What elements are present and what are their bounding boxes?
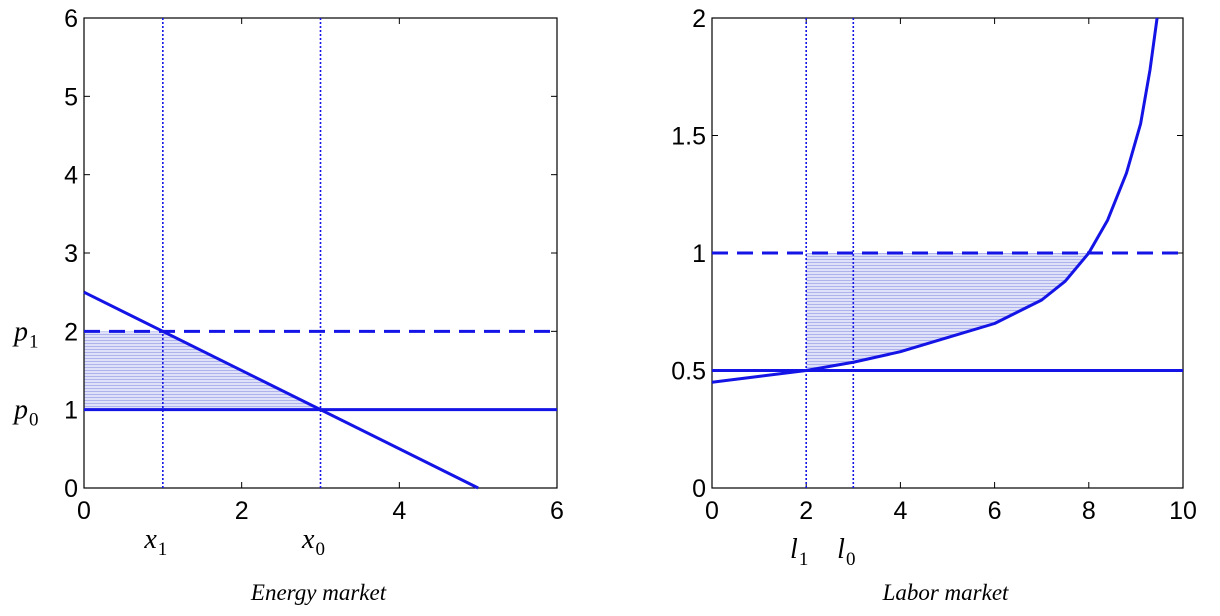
supply-curve bbox=[711, 17, 1159, 384]
chart-caption: Labor market bbox=[882, 580, 1009, 605]
y-tick-label: 1 bbox=[64, 397, 78, 425]
y-tick-label: 2 bbox=[64, 318, 78, 346]
y-tick-label: 0.5 bbox=[671, 358, 706, 386]
x-symbol-l1: l1 bbox=[790, 534, 808, 570]
energy-market-chart: 0 2 4 6 0 1 2 3 4 5 6 x1 x0 p1 p0 Energy market bbox=[12, 5, 564, 605]
subscript: 1 bbox=[158, 539, 168, 560]
x-symbol-l0: l0 bbox=[837, 534, 855, 570]
y-tick-label: 2 bbox=[692, 5, 706, 33]
x-tick-label: 4 bbox=[893, 497, 907, 525]
subscript: 0 bbox=[29, 410, 39, 431]
x-tick-label: 0 bbox=[77, 497, 91, 525]
y-tick-label: 1.5 bbox=[671, 123, 706, 151]
subscript: 0 bbox=[846, 549, 856, 570]
x-symbol-x0: x0 bbox=[301, 524, 325, 560]
demand-curve bbox=[83, 290, 479, 490]
y-tick-label: 1 bbox=[692, 240, 706, 268]
x-symbol-x1: x1 bbox=[143, 524, 167, 560]
shaded-region bbox=[806, 253, 1089, 371]
shaded-region bbox=[84, 331, 321, 410]
x-tick-label: 8 bbox=[1082, 497, 1096, 525]
x-tick-label: 6 bbox=[550, 497, 564, 525]
y-symbol-p1: p1 bbox=[12, 316, 39, 352]
subscript: 1 bbox=[29, 331, 39, 352]
y-tick-label: 0 bbox=[692, 475, 706, 503]
y-symbol-p0: p0 bbox=[12, 395, 39, 431]
y-tick-label: 3 bbox=[64, 240, 78, 268]
x-tick-label: 6 bbox=[988, 497, 1002, 525]
x-tick-label: 0 bbox=[705, 497, 719, 525]
x-tick-label: 2 bbox=[799, 497, 813, 525]
x-tick-label: 4 bbox=[392, 497, 406, 525]
x-tick-label: 10 bbox=[1169, 497, 1197, 525]
y-tick-label: 0 bbox=[64, 475, 78, 503]
y-tick-label: 5 bbox=[64, 83, 78, 111]
chart-caption: Energy market bbox=[250, 580, 387, 605]
axes-box bbox=[83, 17, 558, 489]
subscript: 0 bbox=[315, 539, 325, 560]
y-tick-label: 6 bbox=[64, 5, 78, 33]
y-tick-label: 4 bbox=[64, 162, 78, 190]
x-tick-label: 2 bbox=[235, 497, 249, 525]
subscript: 1 bbox=[799, 549, 809, 570]
